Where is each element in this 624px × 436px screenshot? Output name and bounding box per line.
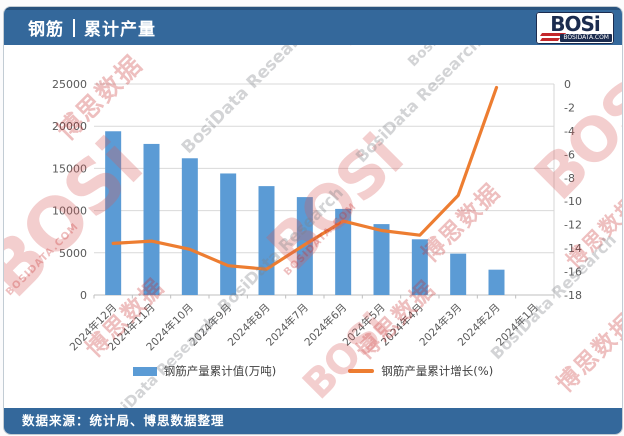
legend-item-bar: 钢筋产量累计值(万吨) bbox=[132, 363, 277, 379]
chart-legend: 钢筋产量累计值(万吨) 钢筋产量累计增长(%) bbox=[4, 363, 622, 379]
chart-svg: 0 5000 10000 15000 20000 25000 0 -2 -4 -6 -8 -10 -12… bbox=[52, 78, 582, 353]
page-title: 钢筋 累计产量 bbox=[28, 15, 156, 40]
chart-card: 钢筋 累计产量 BOSi BOSIDATA.COM 0 5000 10000 1500… bbox=[3, 6, 623, 435]
bar-month-4 bbox=[258, 186, 275, 295]
right-axis-tick-label: -14 bbox=[564, 242, 582, 255]
footer-bar: 数据来源：统计局、博思数据整理 bbox=[4, 408, 622, 434]
bosi-logo-text: BOSi bbox=[550, 11, 601, 36]
bar-month-8 bbox=[411, 239, 428, 295]
title-metric: 累计产量 bbox=[84, 20, 156, 40]
title-divider bbox=[73, 18, 75, 37]
bosi-logo-domain: BOSIDATA.COM bbox=[560, 33, 612, 42]
legend-bar-label: 钢筋产量累计值(万吨) bbox=[163, 364, 277, 378]
left-axis-tick-label: 20000 bbox=[52, 120, 87, 133]
bar-month-7 bbox=[373, 224, 390, 295]
right-axis-tick-label: -4 bbox=[564, 125, 575, 138]
right-axis-tick-label: -8 bbox=[564, 172, 575, 185]
legend-item-line: 钢筋产量累计增长(%) bbox=[348, 363, 493, 379]
bar-month-9 bbox=[450, 253, 467, 295]
chart-area: 0 5000 10000 15000 20000 25000 0 -2 -4 -6 -8 -10 -12… bbox=[4, 45, 622, 408]
right-axis-tick-label: -10 bbox=[564, 195, 582, 208]
legend-line-label: 钢筋产量累计增长(%) bbox=[381, 364, 494, 378]
right-axis-tick-label: -2 bbox=[564, 101, 575, 114]
bar-month-10 bbox=[488, 269, 505, 295]
bar-month-0 bbox=[105, 131, 122, 295]
left-axis-tick-label: 10000 bbox=[52, 205, 87, 218]
bar-month-3 bbox=[220, 173, 237, 295]
left-axis-tick-label: 0 bbox=[80, 289, 87, 302]
bar-month-1 bbox=[143, 143, 160, 295]
header-bar: 钢筋 累计产量 BOSi BOSIDATA.COM bbox=[4, 7, 622, 45]
right-axis-tick-label: -12 bbox=[564, 219, 582, 232]
data-source-text: 数据来源：统计局、博思数据整理 bbox=[22, 413, 225, 428]
title-product: 钢筋 bbox=[28, 20, 64, 40]
left-axis-tick-label: 25000 bbox=[52, 78, 87, 91]
logo-stripe-icon bbox=[539, 37, 561, 41]
bar-swatch-icon bbox=[132, 366, 157, 376]
right-axis-tick-label: 0 bbox=[564, 78, 571, 91]
bar-month-2 bbox=[181, 158, 198, 295]
bar-month-6 bbox=[335, 208, 352, 295]
line-swatch-icon bbox=[348, 369, 375, 373]
left-axis-tick-label: 5000 bbox=[59, 247, 87, 260]
right-axis-tick-label: -18 bbox=[564, 289, 582, 302]
bosi-logo: BOSi BOSIDATA.COM bbox=[536, 11, 614, 44]
left-axis-tick-label: 15000 bbox=[52, 162, 87, 175]
growth-line bbox=[111, 85, 499, 271]
right-axis-tick-label: -16 bbox=[564, 266, 582, 279]
right-axis-tick-label: -6 bbox=[564, 148, 575, 161]
